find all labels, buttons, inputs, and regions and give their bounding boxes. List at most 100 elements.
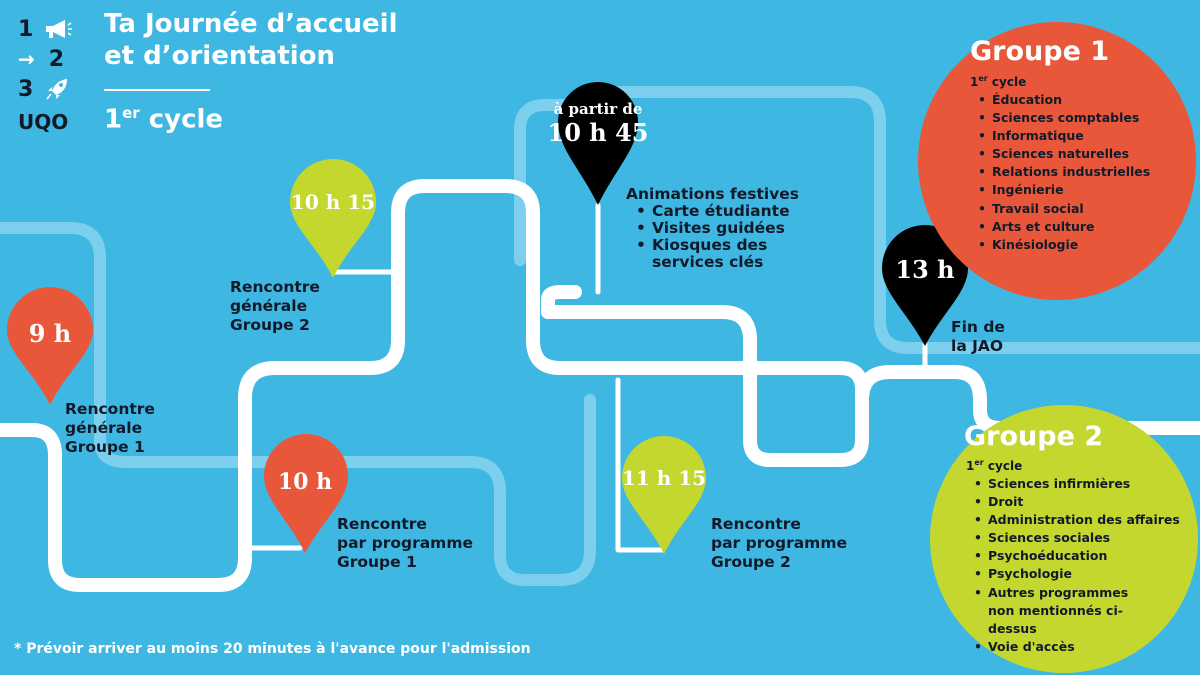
uqo-logo: 1 → 2 3 UQO [18,14,88,134]
label-line: générale [65,419,143,437]
pin-1015-text: 10 h 15 [291,190,375,214]
pin-1115: 11 h 15 [622,436,706,554]
festive-title: Animations festives [626,185,800,203]
logo-arrow: → [18,47,35,71]
cycle-word: cycle [983,459,1023,473]
faded-road-right [594,86,1200,354]
pin-1045-text: 10 h 45 [548,118,649,147]
list-item: Psychoéducation [969,547,1180,565]
groupe-2-circle: Groupe 2 1er cycle Sciences infirmières … [930,405,1198,673]
subtitle-number: 1 [104,104,123,135]
groupe-1-circle: Groupe 1 1er cycle Éducation Sciences co… [918,22,1196,300]
list-item: Sciences naturelles [973,145,1150,163]
faded-road-mid [514,99,606,266]
subtitle-word: cycle [139,104,224,135]
pin-10h: 10 h [264,434,348,553]
list-item: Visites guidées [626,220,799,238]
list-item: Carte étudiante [626,203,799,221]
page-title: Ta Journée d’accueil et d’orientation [104,8,504,72]
logo-row-1: 1 [18,14,88,44]
logo-row-2: → 2 [18,44,88,74]
pin-1045: à partir de 10 h 45 [548,82,649,205]
pin-13h: 13 h [882,225,968,346]
label-rencontre-programme-groupe-1: Rencontre par programme Groupe 1 [337,515,473,572]
faded-road-left [0,222,596,586]
title-divider [104,89,210,91]
logo-digit-1: 1 [18,16,34,42]
list-item: Relations industrielles [973,163,1150,181]
main-road-end [541,285,582,319]
label-rencontre-generale-groupe-2: Rencontre générale Groupe 2 [230,278,320,335]
cycle-word: cycle [987,75,1027,89]
label-line: Groupe 2 [711,553,791,571]
pin-1045-top-text: à partir de [554,100,643,118]
list-item: Kinésiologie [973,236,1150,254]
list-item: Sciences infirmières [969,475,1180,493]
title-line-2: et d’orientation [104,41,336,71]
title-line-1: Ta Journée d’accueil [104,9,398,39]
pin-10h-text: 10 h [278,469,332,495]
label-line: Rencontre [337,515,427,533]
pin-9h-text: 9 h [29,319,72,348]
cycle-sup: er [978,74,988,83]
label-line: générale [230,297,308,315]
list-item: Voie d'accès [969,638,1180,656]
rocket-icon [46,79,68,100]
list-item: Éducation [973,91,1150,109]
logo-row-3: 3 [18,74,88,104]
list-item: Psychologie [969,565,1180,583]
list-item: Sciences sociales [969,529,1180,547]
admission-footnote: * Prévoir arriver au moins 20 minutes à … [14,641,531,657]
label-line: par programme [337,534,473,552]
list-item: Administration des affaires [969,511,1180,529]
logo-digit-2: 2 [48,46,65,72]
uqo-wordmark: UQO [18,110,69,134]
cycle-sup: er [974,458,984,467]
label-line: Rencontre [230,278,320,296]
page-subtitle: 1er cycle [104,104,223,135]
subtitle-sup: er [122,104,140,122]
pin-1115-text: 11 h 15 [622,466,706,490]
list-item: Ingénierie [973,181,1150,199]
groupe-2-title: Groupe 2 [964,421,1104,452]
cycle-number: 1 [970,75,979,89]
groupe-1-cycle: 1er cycle [970,74,1026,89]
label-line: la JAO [951,337,1004,355]
groupe-1-program-list: Éducation Sciences comptables Informatiq… [973,91,1150,254]
pin-13h-text: 13 h [895,255,954,284]
label-line: Groupe 1 [337,553,417,571]
list-item: Kiosques des services clés [626,237,792,271]
groupe-2-cycle: 1er cycle [966,458,1022,473]
groupe-2-program-list: Sciences infirmières Droit Administratio… [969,475,1180,656]
label-line: Groupe 1 [65,438,145,456]
label-rencontre-generale-groupe-1: Rencontre générale Groupe 1 [65,400,155,457]
label-animations-festives: Animations festives Carte étudiante Visi… [626,186,799,271]
pin-9h: 9 h [7,287,93,405]
list-item-text: Kiosques des services clés [652,236,768,271]
label-fin-jao: Fin de la JAO [951,318,1005,356]
label-line: par programme [711,534,847,552]
label-line: Fin de [951,318,1005,336]
list-item: Travail social [973,200,1150,218]
main-road-east [855,365,1200,435]
list-item: Sciences comptables [973,109,1150,127]
label-line: Groupe 2 [230,316,310,334]
connector-1115 [615,377,665,553]
label-line: Rencontre [65,400,155,418]
festive-list: Carte étudiante Visites guidées Kiosques… [626,203,799,271]
main-road [0,179,869,592]
list-item-text: Autres programmes non mentionnés ci-dess… [988,584,1129,636]
cycle-number: 1 [966,459,975,473]
list-item: Arts et culture [973,218,1150,236]
list-item: Informatique [973,127,1150,145]
logo-digit-3: 3 [18,76,34,102]
groupe-1-title: Groupe 1 [970,36,1110,67]
pin-1015: 10 h 15 [290,159,376,278]
list-item: Autres programmes non mentionnés ci-dess… [969,584,1148,638]
label-rencontre-programme-groupe-2: Rencontre par programme Groupe 2 [711,515,847,572]
megaphone-icon [46,20,73,38]
list-item: Droit [969,493,1180,511]
label-line: Rencontre [711,515,801,533]
